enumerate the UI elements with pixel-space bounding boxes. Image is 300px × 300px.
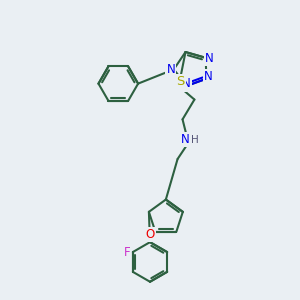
- Text: N: N: [204, 70, 213, 83]
- Text: S: S: [176, 75, 185, 88]
- Text: N: N: [182, 77, 191, 90]
- Text: N: N: [205, 52, 214, 65]
- Text: N: N: [181, 133, 190, 146]
- Text: N: N: [167, 63, 175, 76]
- Text: H: H: [190, 135, 198, 145]
- Text: O: O: [146, 228, 155, 241]
- Text: F: F: [124, 245, 130, 259]
